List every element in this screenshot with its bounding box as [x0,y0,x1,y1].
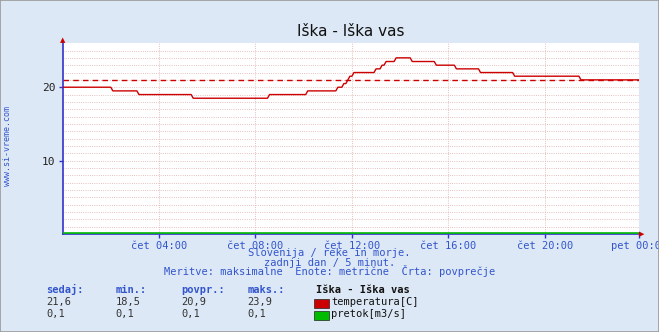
Text: pretok[m3/s]: pretok[m3/s] [331,309,407,319]
Text: 0,1: 0,1 [181,309,200,319]
Text: www.si-vreme.com: www.si-vreme.com [3,106,13,186]
Title: Iška - Iška vas: Iška - Iška vas [297,24,405,39]
Text: ▶: ▶ [639,231,645,237]
Text: 0,1: 0,1 [247,309,266,319]
Text: Iška - Iška vas: Iška - Iška vas [316,285,410,295]
Text: 0,1: 0,1 [46,309,65,319]
Text: sedaj:: sedaj: [46,284,84,295]
Text: ▲: ▲ [60,37,65,43]
Text: zadnji dan / 5 minut.: zadnji dan / 5 minut. [264,258,395,268]
Text: min.:: min.: [115,285,146,295]
Text: povpr.:: povpr.: [181,285,225,295]
Text: 0,1: 0,1 [115,309,134,319]
Text: temperatura[C]: temperatura[C] [331,297,419,307]
Text: 21,6: 21,6 [46,297,71,307]
Text: 23,9: 23,9 [247,297,272,307]
Text: 18,5: 18,5 [115,297,140,307]
Text: Meritve: maksimalne  Enote: metrične  Črta: povprečje: Meritve: maksimalne Enote: metrične Črta… [164,265,495,277]
Text: 20,9: 20,9 [181,297,206,307]
Text: Slovenija / reke in morje.: Slovenija / reke in morje. [248,248,411,258]
Text: maks.:: maks.: [247,285,285,295]
